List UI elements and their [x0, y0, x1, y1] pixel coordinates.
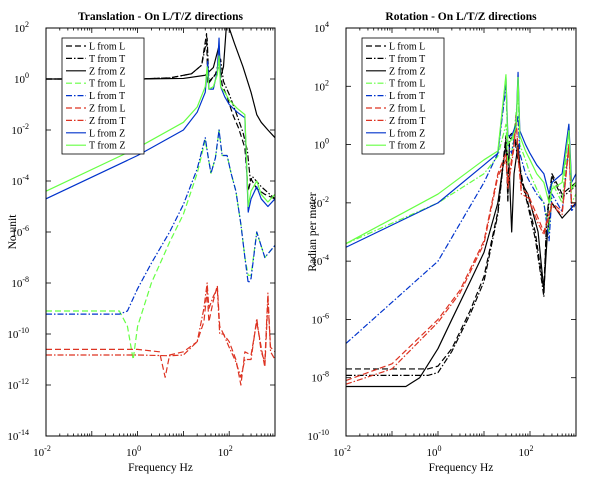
- y-tick-label: 10-8: [11, 275, 29, 290]
- x-axis-label: Frequency Hz: [429, 462, 494, 474]
- y-tick-label: 102: [14, 20, 29, 35]
- y-tick-label: 10-2: [311, 195, 329, 210]
- legend-label: L from T: [389, 91, 425, 102]
- series-line-z-from-z: [346, 143, 576, 388]
- x-tick-label: 100: [427, 444, 442, 459]
- x-tick-label: 10-2: [333, 444, 351, 459]
- y-tick-label: 10-10: [7, 326, 29, 341]
- legend: L from LT from TZ from Z T from LL from T…: [361, 37, 445, 155]
- legend-label: Z from L: [89, 104, 126, 115]
- legend-label: L from Z: [389, 128, 425, 139]
- y-tick-label: 10-4: [311, 253, 329, 268]
- series-line-t-from-z: [46, 55, 275, 208]
- legend-label: Z from L: [389, 104, 426, 115]
- y-tick-label: 10-8: [311, 370, 329, 385]
- legend-label: T from Z: [89, 141, 125, 152]
- plot-area: [346, 71, 576, 388]
- series-line-z-from-l: [46, 284, 275, 386]
- legend-label: L from L: [89, 42, 125, 53]
- axes-frame: [345, 27, 577, 437]
- y-axis-label: Radian per meter: [307, 192, 319, 271]
- chart-panel-2: 10-2 100 102 10-10 10-8 10-6 10-4 10-2 100 102 104…: [307, 11, 577, 474]
- series-line-z-from-t: [46, 282, 275, 378]
- chart-title: Rotation - On L/T/Z directions: [385, 11, 537, 23]
- legend-label: T from T: [389, 54, 425, 65]
- x-tick-label: 10-2: [33, 444, 51, 459]
- series-line-l-from-t: [46, 129, 275, 315]
- series-line-z-from-z: [46, 28, 275, 139]
- legend-label: L from L: [389, 42, 425, 53]
- series-line-t-from-z: [346, 74, 576, 245]
- y-tick-label: 100: [14, 71, 29, 86]
- x-tick-label: 102: [519, 444, 534, 459]
- chart-panel-1: 10-2 100 102 10-14 10-12 10-10 10-8 10-6 10-4 10-…: [7, 11, 276, 474]
- y-tick-label: 100: [314, 137, 329, 152]
- series-line-t-from-t: [46, 37, 275, 200]
- y-tick-label: 104: [314, 20, 329, 35]
- y-tick-label: 10-6: [11, 224, 29, 239]
- legend-label: Z from Z: [389, 66, 426, 77]
- legend: L from LT from TZ from Z T from LL from T…: [61, 37, 145, 155]
- legend-label: T from Z: [389, 141, 425, 152]
- legend-label: L from T: [89, 91, 125, 102]
- legend-label: L from Z: [89, 128, 125, 139]
- legend-label: Z from T: [389, 116, 425, 127]
- y-tick-label: 102: [314, 78, 329, 93]
- y-tick-label: 10-6: [311, 311, 329, 326]
- series-line-t-from-l: [46, 129, 275, 361]
- legend-box: [361, 37, 445, 155]
- legend-label: Z from Z: [89, 66, 126, 77]
- legend-box: [61, 37, 145, 155]
- series-line-z-from-l: [346, 114, 576, 382]
- legend-label: T from L: [89, 79, 125, 90]
- chart-title: Translation - On L/T/Z directions: [78, 11, 244, 23]
- legend-label: Z from T: [89, 116, 125, 127]
- legend-label: T from T: [89, 54, 125, 65]
- series-line-t-from-l: [346, 94, 576, 245]
- x-axis-label: Frequency Hz: [128, 462, 193, 474]
- y-tick-label: 10-12: [7, 377, 29, 392]
- legend-label: T from L: [389, 79, 425, 90]
- y-tick-label: 10-10: [307, 428, 329, 443]
- y-tick-label: 10-14: [7, 428, 29, 443]
- x-tick-label: 100: [126, 444, 141, 459]
- y-axis-label: No unit: [7, 214, 19, 250]
- x-tick-label: 102: [218, 444, 233, 459]
- y-tick-label: 10-2: [11, 122, 29, 137]
- plot-area: [46, 28, 275, 386]
- y-tick-label: 10-4: [11, 173, 29, 188]
- series-line-z-from-t: [346, 117, 576, 385]
